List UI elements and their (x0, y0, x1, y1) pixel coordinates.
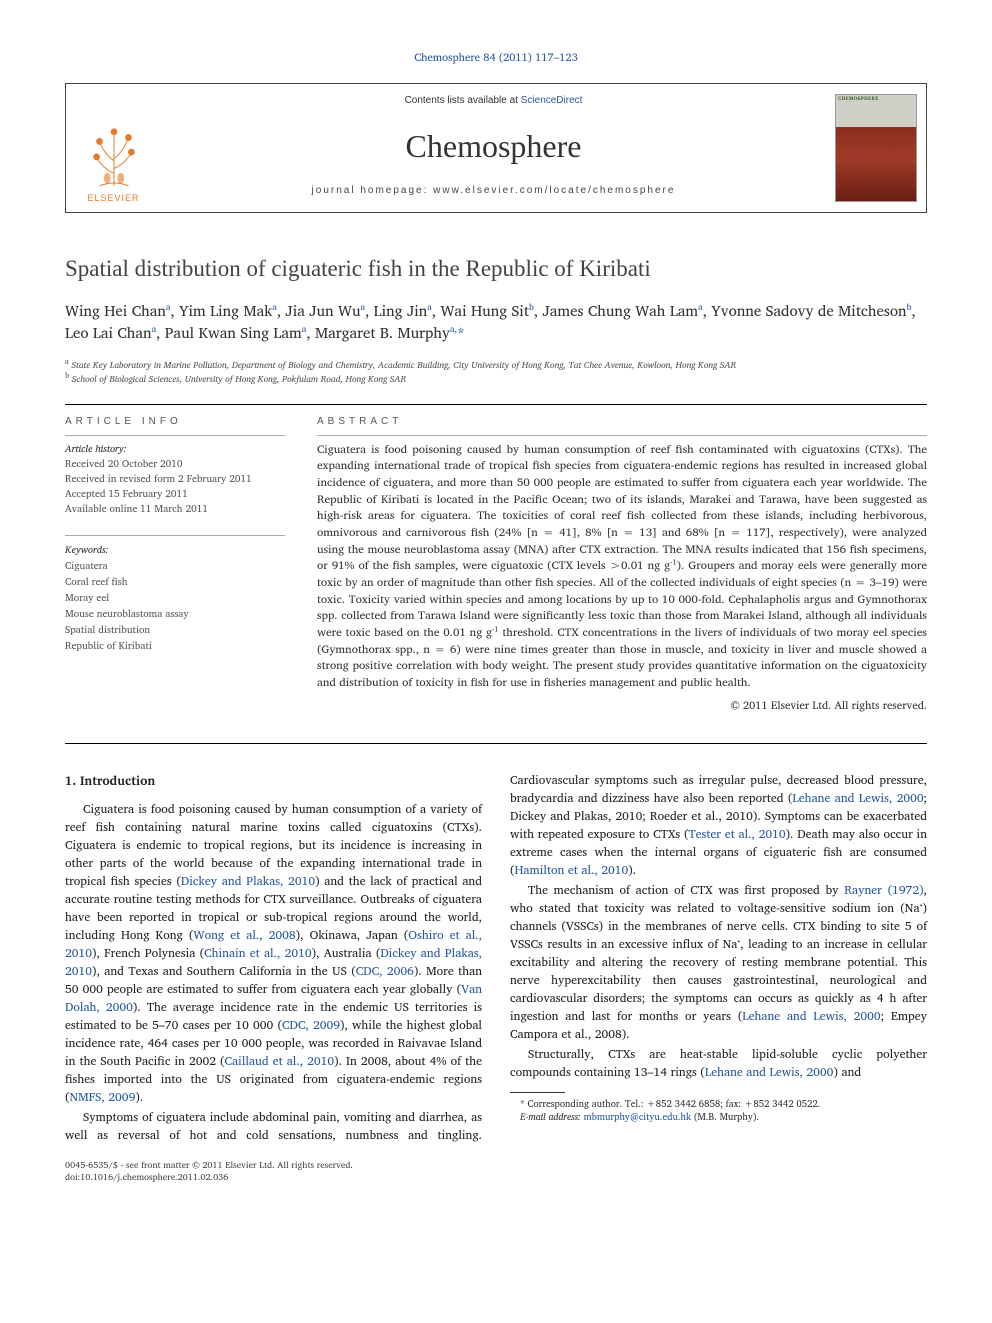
history-label: Article history: (65, 442, 285, 457)
journal-homepage: journal homepage: www.elsevier.com/locat… (312, 184, 676, 198)
citation-link[interactable]: CDC, 2009 (282, 1016, 340, 1035)
abstract-copyright: © 2011 Elsevier Ltd. All rights reserved… (317, 698, 927, 713)
citation-link[interactable]: Lehane and Lewis, 2000 (742, 1007, 880, 1026)
citation-link[interactable]: Rayner (1972) (844, 881, 923, 900)
keyword: Spatial distribution (65, 622, 285, 638)
citation-link[interactable]: Wong et al., 2008 (193, 926, 295, 945)
keyword: Moray eel (65, 590, 285, 606)
citation-link[interactable]: Dickey and Plakas, 2010 (181, 872, 315, 891)
doi-line: doi:10.1016/j.chemosphere.2011.02.036 (65, 1171, 927, 1184)
citation-link[interactable]: Tester et al., 2010 (688, 825, 785, 844)
abstract-rule (317, 435, 927, 436)
article-history-block: Article history: Received 20 October 201… (65, 442, 285, 517)
history-item: Accepted 15 February 2011 (65, 487, 285, 502)
article-info-heading: ARTICLE INFO (65, 415, 285, 429)
keywords-label: Keywords: (65, 542, 285, 558)
citation-link[interactable]: CDC, 2006 (356, 962, 414, 981)
citation-link[interactable]: Lehane and Lewis, 2000 (705, 1063, 834, 1082)
article-info-column: ARTICLE INFO Article history: Received 2… (65, 415, 285, 713)
body-text-run: ), Okinawa, Japan ( (296, 926, 409, 945)
body-text-run: , who stated that toxicity was related t… (510, 881, 927, 1026)
journal-title: Chemosphere (406, 124, 582, 169)
body-text-run: ), Australia ( (312, 944, 381, 963)
body-paragraph: The mechanism of action of CTX was first… (510, 882, 927, 1044)
elsevier-tree-icon (85, 120, 143, 188)
footnote-separator (510, 1092, 565, 1093)
corresponding-author-footnote: * Corresponding author. Tel.: +852 3442 … (510, 1098, 927, 1125)
keyword: Ciguatera (65, 558, 285, 574)
journal-masthead: ELSEVIER Contents lists available at Sci… (65, 83, 927, 213)
publisher-logo-block: ELSEVIER (66, 84, 161, 212)
body-paragraph: Ciguatera is food poisoning caused by hu… (65, 801, 482, 1107)
cover-title: CHEMOSPHERE (838, 96, 879, 103)
keywords-block: Keywords: Ciguatera Coral reef fish Mora… (65, 542, 285, 654)
journal-reference: Chemosphere 84 (2011) 117–123 (65, 50, 927, 65)
separator-rule (65, 743, 927, 744)
abstract-text: Ciguatera is food poisoning caused by hu… (317, 442, 927, 692)
citation-link[interactable]: Lehane and Lewis, 2000 (792, 789, 923, 808)
bottom-metadata: 0045-6535/$ - see front matter © 2011 El… (65, 1159, 927, 1184)
masthead-center: Contents lists available at ScienceDirec… (161, 84, 826, 212)
journal-cover-thumbnail: CHEMOSPHERE (835, 94, 917, 202)
body-text: 1. Introduction Ciguatera is food poison… (65, 772, 927, 1145)
corresponding-email-link[interactable]: mbmurphy@cityu.edu.hk (584, 1110, 691, 1125)
contents-prefix: Contents lists available at (405, 95, 521, 106)
keyword: Republic of Kiribati (65, 638, 285, 654)
paper-page: Chemosphere 84 (2011) 117–123 (0, 0, 992, 1214)
journal-ref-link[interactable]: Chemosphere 84 (2011) 117–123 (414, 48, 578, 66)
info-rule (65, 535, 285, 536)
article-title: Spatial distribution of ciguateric fish … (65, 253, 927, 285)
keyword: Coral reef fish (65, 574, 285, 590)
affiliations: a State Key Laboratory in Marine Polluti… (65, 357, 927, 386)
body-text-run: ), French Polynesia ( (92, 944, 204, 963)
history-item: Received 20 October 2010 (65, 457, 285, 472)
citation-link[interactable]: Caillaud et al., 2010 (225, 1052, 335, 1071)
body-text-run: ). (135, 1088, 143, 1107)
footnote-line: E-mail address: mbmurphy@cityu.edu.hk (M… (510, 1111, 927, 1124)
body-text-run: ), and Texas and Southern California in … (92, 962, 356, 981)
citation-link[interactable]: Chinain et al., 2010 (204, 944, 312, 963)
body-text-run: ) and (833, 1063, 861, 1082)
email-label: E-mail address: (520, 1110, 581, 1125)
history-item: Received in revised form 2 February 2011 (65, 472, 285, 487)
body-paragraph: Structurally, CTXs are heat-stable lipid… (510, 1046, 927, 1082)
abstract-heading: ABSTRACT (317, 415, 927, 429)
keyword: Mouse neuroblastoma assay (65, 606, 285, 622)
elsevier-wordmark: ELSEVIER (87, 192, 139, 205)
introduction-heading: 1. Introduction (65, 772, 482, 791)
authors-line: Wing Hei Chana, Yim Ling Maka, Jia Jun W… (65, 300, 927, 345)
body-text-run: The mechanism of action of CTX was first… (528, 881, 844, 900)
citation-link[interactable]: Hamilton et al., 2010 (515, 861, 629, 880)
citation-link[interactable]: NMFS, 2009 (70, 1088, 136, 1107)
footnote-line: * Corresponding author. Tel.: +852 3442 … (510, 1098, 927, 1111)
history-item: Available online 11 March 2011 (65, 502, 285, 517)
body-text-run: ). (628, 861, 636, 880)
journal-cover-block: CHEMOSPHERE (826, 84, 926, 212)
contents-line: Contents lists available at ScienceDirec… (405, 94, 583, 108)
abstract-column: ABSTRACT Ciguatera is food poisoning cau… (317, 415, 927, 713)
email-suffix: (M.B. Murphy). (694, 1110, 759, 1125)
sciencedirect-link[interactable]: ScienceDirect (521, 95, 583, 106)
info-rule (65, 435, 285, 436)
info-abstract-row: ARTICLE INFO Article history: Received 2… (65, 415, 927, 713)
separator-rule (65, 404, 927, 405)
